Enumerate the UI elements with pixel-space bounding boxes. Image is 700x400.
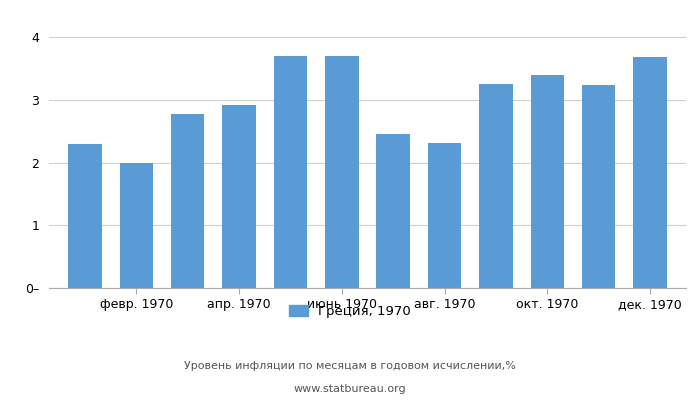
- Bar: [634, 58, 666, 288]
- Bar: [582, 85, 615, 288]
- Bar: [120, 163, 153, 288]
- Bar: [428, 143, 461, 288]
- Text: www.statbureau.org: www.statbureau.org: [294, 384, 406, 394]
- Bar: [325, 56, 358, 288]
- Bar: [69, 144, 102, 288]
- Bar: [377, 134, 410, 288]
- Text: Уровень инфляции по месяцам в годовом исчислении,%: Уровень инфляции по месяцам в годовом ис…: [184, 361, 516, 371]
- Bar: [531, 75, 564, 288]
- Bar: [480, 84, 512, 288]
- Bar: [274, 56, 307, 288]
- Bar: [223, 105, 256, 288]
- Legend: Греция, 1970: Греция, 1970: [284, 300, 416, 324]
- Bar: [171, 114, 204, 288]
